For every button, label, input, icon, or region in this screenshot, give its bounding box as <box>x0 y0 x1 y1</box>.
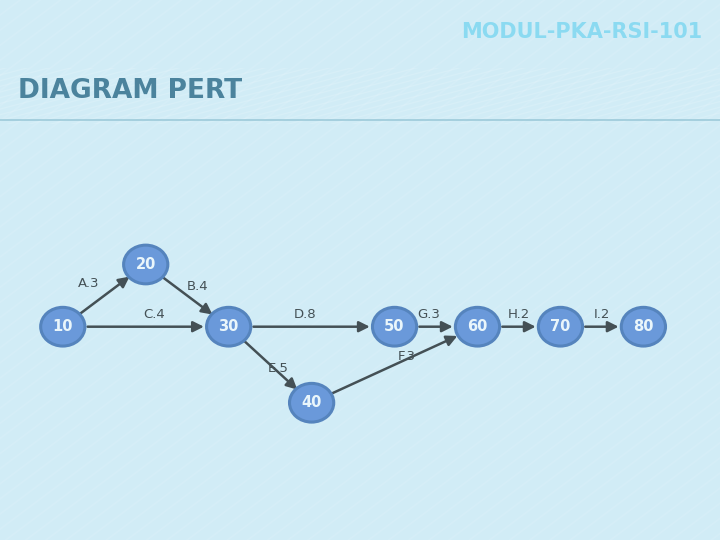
Text: MODUL-PKA-RSI-101: MODUL-PKA-RSI-101 <box>461 22 702 43</box>
Text: 20: 20 <box>135 257 156 272</box>
Text: 40: 40 <box>302 395 322 410</box>
Text: A.3: A.3 <box>78 276 100 289</box>
Ellipse shape <box>124 245 168 284</box>
Text: I.2: I.2 <box>594 308 610 321</box>
Text: F.3: F.3 <box>398 350 416 363</box>
Ellipse shape <box>40 307 85 346</box>
Ellipse shape <box>621 307 665 346</box>
Text: 70: 70 <box>550 319 571 334</box>
Text: 50: 50 <box>384 319 405 334</box>
Ellipse shape <box>372 307 417 346</box>
Text: 80: 80 <box>633 319 654 334</box>
Ellipse shape <box>455 307 500 346</box>
Ellipse shape <box>539 307 582 346</box>
Text: H.2: H.2 <box>508 308 530 321</box>
Ellipse shape <box>207 307 251 346</box>
Text: 60: 60 <box>467 319 487 334</box>
Text: D.8: D.8 <box>293 308 316 321</box>
Text: DIAGRAM PERT: DIAGRAM PERT <box>18 78 242 104</box>
Text: E.5: E.5 <box>268 362 289 375</box>
Text: G.3: G.3 <box>418 308 441 321</box>
Ellipse shape <box>289 383 334 422</box>
Text: B.4: B.4 <box>186 280 208 293</box>
Text: C.4: C.4 <box>143 308 165 321</box>
Text: 30: 30 <box>218 319 239 334</box>
Text: 10: 10 <box>53 319 73 334</box>
